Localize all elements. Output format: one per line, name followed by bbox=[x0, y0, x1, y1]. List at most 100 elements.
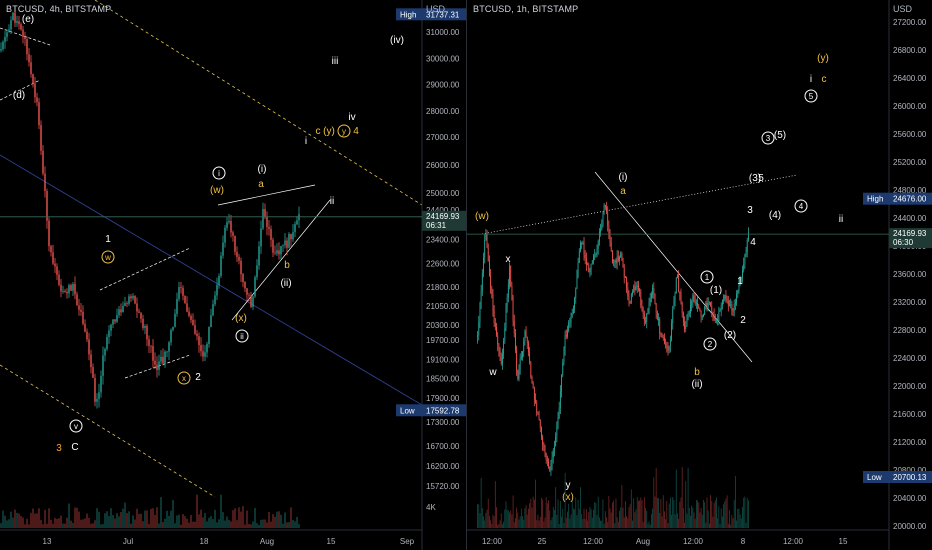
volume-bar bbox=[593, 509, 594, 528]
candle-body bbox=[594, 255, 596, 257]
volume-bar bbox=[669, 497, 671, 528]
candle-body bbox=[38, 102, 40, 126]
candle-body bbox=[202, 351, 204, 357]
volume-bar bbox=[485, 512, 487, 528]
volume-bar bbox=[630, 489, 632, 528]
candle-body bbox=[208, 327, 210, 344]
volume-bar bbox=[577, 499, 579, 528]
candle-body bbox=[589, 268, 591, 273]
volume-bar bbox=[687, 467, 689, 528]
volume-bar bbox=[238, 507, 240, 528]
candle-body bbox=[661, 335, 663, 338]
price-tick-label: 22000.00 bbox=[893, 382, 927, 391]
volume-bar bbox=[274, 516, 276, 528]
volume-bar bbox=[140, 513, 142, 528]
candle-body bbox=[292, 232, 294, 240]
candle-body bbox=[537, 413, 539, 415]
volume-bar bbox=[60, 515, 62, 528]
volume-bar bbox=[589, 506, 591, 528]
wave-label: c bbox=[822, 74, 827, 85]
volume-bar bbox=[44, 509, 46, 528]
candle-body bbox=[80, 309, 82, 312]
candle-body bbox=[615, 260, 617, 264]
volume-bar bbox=[84, 518, 86, 528]
chart-canvas-4h[interactable]: 31000.00 30000.00 29000.00 28000.00 27000.00… bbox=[0, 0, 466, 550]
candle-body bbox=[674, 293, 676, 302]
candle-body bbox=[492, 294, 494, 312]
low-label: Low bbox=[400, 406, 415, 415]
candle-body bbox=[104, 349, 106, 356]
volume-bar bbox=[721, 516, 723, 528]
volume-bar bbox=[226, 516, 228, 528]
candle-body bbox=[712, 311, 714, 315]
volume-bar bbox=[562, 508, 564, 528]
candle-body bbox=[4, 36, 6, 42]
volume-bar bbox=[710, 495, 711, 528]
volume-bar bbox=[734, 476, 736, 528]
volume-bar bbox=[601, 520, 603, 528]
volume-bar bbox=[572, 508, 574, 528]
candle-body bbox=[194, 325, 196, 334]
volume-bar bbox=[6, 520, 8, 528]
candle-body bbox=[732, 310, 734, 312]
volume-bar bbox=[608, 495, 610, 528]
candle-body bbox=[608, 225, 610, 235]
volume-bar bbox=[554, 509, 555, 528]
price-tick-label: 20300.00 bbox=[426, 321, 460, 330]
volume-bar bbox=[150, 508, 152, 528]
wave-label-circle bbox=[700, 270, 714, 284]
candle-body bbox=[520, 357, 522, 359]
candle-body bbox=[659, 319, 661, 334]
volume-bar bbox=[565, 517, 567, 528]
candle-body bbox=[497, 334, 499, 345]
volume-bar bbox=[678, 518, 680, 528]
candle-body bbox=[238, 256, 240, 261]
candle-body bbox=[212, 304, 214, 316]
volume-bar bbox=[743, 497, 745, 528]
volume-bar bbox=[531, 507, 533, 528]
candle-body bbox=[478, 322, 480, 336]
volume-bar bbox=[569, 518, 571, 528]
candle-body bbox=[701, 316, 703, 318]
candle-body bbox=[639, 288, 641, 292]
price-tick-label: 27000.00 bbox=[426, 133, 460, 142]
time-tick-label: 13 bbox=[43, 537, 52, 546]
candle-body bbox=[549, 466, 551, 471]
volume-bar bbox=[507, 510, 509, 528]
wave-label: iii bbox=[332, 56, 339, 67]
candle-body bbox=[654, 294, 656, 304]
candle-body bbox=[609, 234, 611, 243]
volume-bar bbox=[524, 508, 526, 528]
candle-body bbox=[577, 262, 579, 277]
volume-bar bbox=[662, 495, 664, 528]
candle-body bbox=[284, 240, 286, 246]
volume-bar bbox=[667, 523, 669, 528]
candle-body bbox=[270, 229, 272, 240]
volume-bar bbox=[484, 520, 486, 528]
volume-bar bbox=[132, 515, 134, 528]
wave-label-circle bbox=[703, 337, 717, 351]
volume-bar bbox=[556, 514, 558, 528]
wave-label: (i) bbox=[258, 164, 267, 175]
candle-body bbox=[493, 311, 495, 324]
volume-bar bbox=[224, 520, 226, 528]
chart-pane-1h[interactable]: 27200.00 26800.00 26400.00 26000.00 25600.00… bbox=[466, 0, 932, 550]
wave-label: i bbox=[305, 136, 307, 147]
chart-canvas-1h[interactable]: 27200.00 26800.00 26400.00 26000.00 25600.00… bbox=[467, 0, 932, 550]
volume-bar bbox=[2, 510, 4, 528]
candle-body bbox=[244, 281, 246, 289]
volume-bar bbox=[539, 516, 541, 528]
candle-body bbox=[621, 253, 623, 260]
volume-bar bbox=[685, 481, 687, 528]
price-tick-label: 31000.00 bbox=[426, 28, 460, 37]
chart-pane-4h[interactable]: 31000.00 30000.00 29000.00 28000.00 27000.00… bbox=[0, 0, 466, 550]
time-tick-label: 25 bbox=[538, 537, 547, 546]
candle-body bbox=[28, 54, 30, 63]
volume-bar bbox=[252, 521, 254, 528]
volume-bar bbox=[18, 513, 20, 528]
volume-bar bbox=[708, 523, 710, 528]
candle-body bbox=[691, 301, 693, 305]
volume-bar bbox=[486, 509, 488, 528]
candle-body bbox=[16, 21, 18, 23]
last-price-value: 24169.93 bbox=[893, 229, 927, 238]
